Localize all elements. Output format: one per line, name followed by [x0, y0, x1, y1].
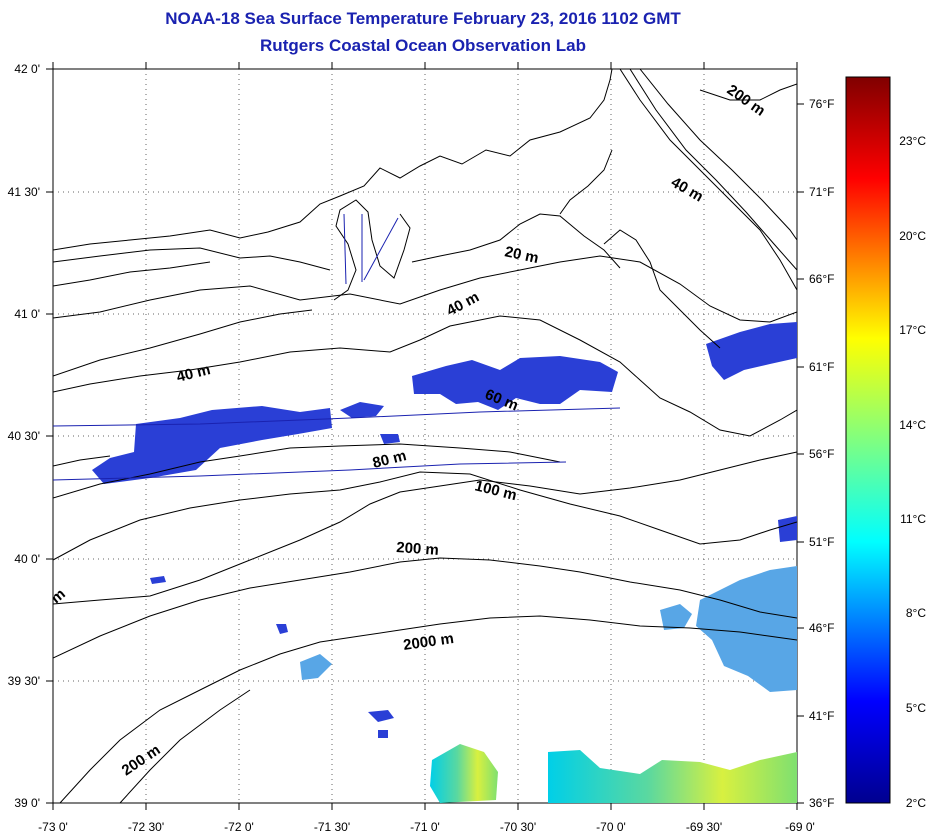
sst-cold-patches [92, 322, 797, 738]
lon-label-73: -73 0' [38, 820, 68, 834]
degc-label-5: 5°C [906, 701, 926, 715]
lat-label-41: 41 0' [14, 307, 40, 321]
lon-label-69-30: -69 30' [686, 820, 722, 834]
isobath-label-200m-center: 200 m [396, 539, 440, 559]
degc-label-11: 11°C [900, 512, 926, 526]
lat-label-40: 40 0' [14, 552, 40, 566]
degc-label-20: 20°C [899, 229, 926, 243]
lon-label-72-30: -72 30' [128, 820, 164, 834]
latitude-labels: 42 0' 41 30' 41 0' 40 30' 40 0' 39 30' 3… [8, 62, 40, 810]
graticule [53, 69, 797, 803]
map-title: NOAA-18 Sea Surface Temperature February… [165, 9, 681, 28]
degf-label-51: 51°F [809, 535, 834, 549]
isobath-label-20m: 20 m [503, 243, 540, 267]
lon-label-70: -70 0' [596, 820, 626, 834]
isobath-label-2000m: 2000 m [402, 630, 455, 654]
sst-scattered-patches [300, 566, 797, 692]
celsius-labels: 23°C 20°C 17°C 14°C 11°C 8°C 5°C 2°C [899, 134, 926, 810]
degf-label-76: 76°F [809, 97, 834, 111]
temperature-colorbar [845, 76, 891, 804]
longitude-labels: -73 0' -72 30' -72 0' -71 30' -71 0' -70… [38, 820, 815, 834]
lat-label-42: 42 0' [14, 62, 40, 76]
map-subtitle: Rutgers Coastal Ocean Observation Lab [260, 36, 586, 55]
degc-label-23: 23°C [899, 134, 926, 148]
isobaths [53, 69, 797, 803]
degf-label-46: 46°F [809, 621, 834, 635]
lat-label-39: 39 0' [14, 796, 40, 810]
coastline [53, 69, 721, 467]
degf-label-36: 36°F [809, 796, 834, 810]
degf-label-61: 61°F [809, 360, 834, 374]
degc-label-2: 2°C [906, 796, 926, 810]
degf-label-71: 71°F [809, 185, 834, 199]
lon-label-72: -72 0' [224, 820, 254, 834]
degf-label-66: 66°F [809, 272, 834, 286]
lon-label-69: -69 0' [785, 820, 815, 834]
swath-lines [53, 213, 621, 481]
degf-label-56: 56°F [809, 447, 834, 461]
degc-label-17: 17°C [899, 323, 926, 337]
degc-label-8: 8°C [906, 606, 926, 620]
lon-label-71-30: -71 30' [314, 820, 350, 834]
sst-warm-patches [430, 744, 797, 803]
lat-label-41-30: 41 30' [8, 185, 40, 199]
lon-label-70-30: -70 30' [500, 820, 536, 834]
lon-label-71: -71 0' [410, 820, 440, 834]
degf-label-41: 41°F [809, 709, 834, 723]
tick-marks [46, 62, 804, 810]
fahrenheit-labels: 76°F 71°F 66°F 61°F 56°F 51°F 46°F 41°F … [809, 97, 834, 810]
lat-label-40-30: 40 30' [8, 429, 40, 443]
degc-label-14: 14°C [899, 418, 926, 432]
lat-label-39-30: 39 30' [8, 674, 40, 688]
